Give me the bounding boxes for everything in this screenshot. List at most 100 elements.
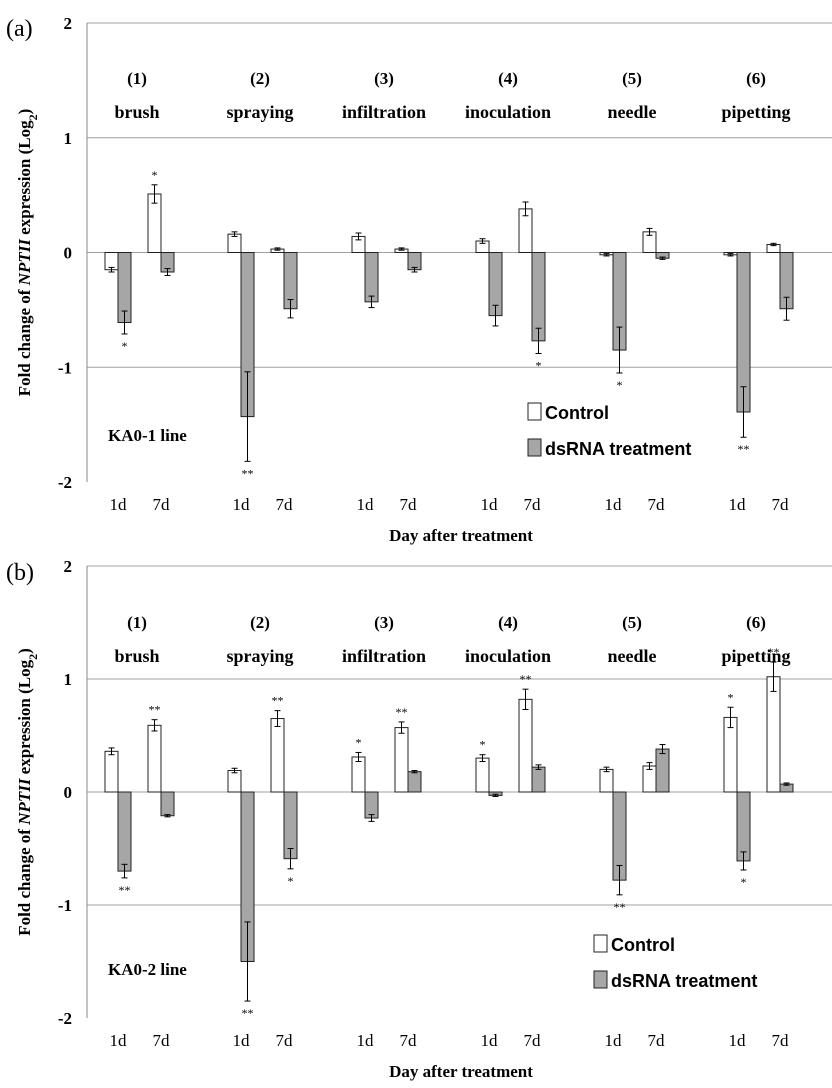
legend-swatch-control bbox=[593, 934, 608, 953]
y-tick-label: -2 bbox=[58, 1009, 72, 1028]
bar-control bbox=[104, 750, 119, 793]
bar-control bbox=[475, 757, 490, 793]
line-label: KA0-2 line bbox=[108, 960, 187, 979]
legend-swatch-dsrna bbox=[527, 438, 542, 457]
x-tick-label: 1d bbox=[233, 1031, 251, 1050]
significance-mark: * bbox=[122, 339, 128, 353]
x-tick-label: 7d bbox=[153, 1031, 171, 1050]
significance-mark: ** bbox=[738, 442, 750, 456]
significance-mark: ** bbox=[119, 883, 131, 897]
bar-dsrna bbox=[364, 791, 379, 819]
bar-control bbox=[518, 698, 533, 793]
bar-dsrna bbox=[736, 791, 751, 862]
x-axis-title: Day after treatment bbox=[389, 526, 533, 545]
treatment-name: needle bbox=[608, 102, 657, 122]
y-tick-label: 0 bbox=[64, 244, 73, 263]
significance-mark: * bbox=[536, 358, 542, 372]
x-tick-label: 7d bbox=[153, 495, 171, 514]
bar-control bbox=[227, 770, 242, 793]
bar-control bbox=[351, 756, 366, 793]
y-tick-label: -1 bbox=[58, 896, 72, 915]
x-tick-label: 1d bbox=[481, 1031, 499, 1050]
bar-control bbox=[394, 727, 409, 793]
treatment-number: (4) bbox=[498, 613, 518, 632]
treatment-number: (4) bbox=[498, 69, 518, 88]
treatment-number: (3) bbox=[374, 613, 394, 632]
treatment-number: (6) bbox=[746, 69, 766, 88]
panel-label: (a) bbox=[6, 16, 33, 42]
y-tick-label: -1 bbox=[58, 358, 72, 377]
significance-mark: ** bbox=[768, 645, 780, 659]
bar-control bbox=[723, 716, 738, 793]
treatment-name: spraying bbox=[226, 646, 293, 666]
bar-dsrna bbox=[407, 771, 422, 793]
bar-control bbox=[147, 724, 162, 793]
x-tick-label: 1d bbox=[605, 1031, 623, 1050]
x-tick-label: 7d bbox=[400, 495, 418, 514]
legend-label-control: Control bbox=[611, 935, 675, 955]
significance-mark: ** bbox=[520, 672, 532, 686]
significance-mark: ** bbox=[614, 900, 626, 914]
x-tick-label: 7d bbox=[276, 1031, 294, 1050]
significance-mark: ** bbox=[396, 705, 408, 719]
treatment-number: (1) bbox=[127, 69, 147, 88]
bar-control bbox=[766, 676, 781, 793]
treatment-number: (2) bbox=[250, 613, 270, 632]
y-tick-label: 2 bbox=[64, 557, 73, 576]
legend-label-dsrna: dsRNA treatment bbox=[611, 971, 757, 991]
treatment-name: needle bbox=[608, 646, 657, 666]
y-axis-title: Fold change of NPTII expression (Log2) bbox=[15, 109, 40, 397]
treatment-name: pipetting bbox=[721, 102, 790, 122]
x-tick-label: 7d bbox=[276, 495, 294, 514]
y-axis-title: Fold change of NPTII expression (Log2) bbox=[15, 648, 40, 936]
significance-mark: * bbox=[288, 874, 294, 888]
significance-mark: ** bbox=[242, 466, 254, 480]
y-tick-label: 1 bbox=[64, 129, 73, 148]
bar-control bbox=[642, 765, 657, 793]
significance-mark: ** bbox=[149, 703, 161, 717]
treatment-name: spraying bbox=[226, 102, 293, 122]
bar-dsrna bbox=[117, 791, 132, 872]
treatment-number: (2) bbox=[250, 69, 270, 88]
bar-dsrna bbox=[160, 791, 175, 817]
significance-mark: * bbox=[152, 168, 158, 182]
legend-swatch-dsrna bbox=[593, 970, 608, 989]
legend-label-control: Control bbox=[545, 403, 609, 423]
bar-dsrna bbox=[531, 252, 546, 342]
treatment-number: (6) bbox=[746, 613, 766, 632]
x-tick-label: 1d bbox=[110, 1031, 128, 1050]
legend-swatch-control bbox=[527, 402, 542, 421]
significance-mark: * bbox=[480, 738, 486, 752]
x-tick-label: 1d bbox=[481, 495, 499, 514]
treatment-name: infiltration bbox=[342, 102, 426, 122]
significance-mark: * bbox=[356, 735, 362, 749]
treatment-number: (1) bbox=[127, 613, 147, 632]
treatment-number: (5) bbox=[622, 613, 642, 632]
x-tick-label: 1d bbox=[110, 495, 128, 514]
x-tick-label: 7d bbox=[648, 1031, 666, 1050]
x-tick-label: 1d bbox=[605, 495, 623, 514]
x-tick-label: 7d bbox=[772, 1031, 790, 1050]
x-tick-label: 7d bbox=[400, 1031, 418, 1050]
x-tick-label: 1d bbox=[357, 1031, 375, 1050]
x-tick-label: 7d bbox=[772, 495, 790, 514]
bar-dsrna bbox=[364, 252, 379, 303]
significance-mark: * bbox=[728, 690, 734, 704]
treatment-name: inoculation bbox=[465, 102, 551, 122]
x-tick-label: 1d bbox=[729, 1031, 747, 1050]
treatment-number: (3) bbox=[374, 69, 394, 88]
line-label: KA0-1 line bbox=[108, 426, 187, 445]
x-axis-title: Day after treatment bbox=[389, 1062, 533, 1081]
bar-dsrna bbox=[655, 748, 670, 793]
treatment-name: brush bbox=[114, 102, 159, 122]
significance-mark: ** bbox=[242, 1006, 254, 1020]
y-tick-label: -2 bbox=[58, 473, 72, 492]
bar-control bbox=[270, 718, 285, 793]
treatment-name: pipetting bbox=[721, 646, 790, 666]
treatment-name: brush bbox=[114, 646, 159, 666]
treatment-name: infiltration bbox=[342, 646, 426, 666]
treatment-name: inoculation bbox=[465, 646, 551, 666]
chart-panel-b: 2 1 0 -1 -2 (b) Fold change of NPTII expressio… bbox=[6, 557, 832, 1081]
x-tick-label: 1d bbox=[357, 495, 375, 514]
